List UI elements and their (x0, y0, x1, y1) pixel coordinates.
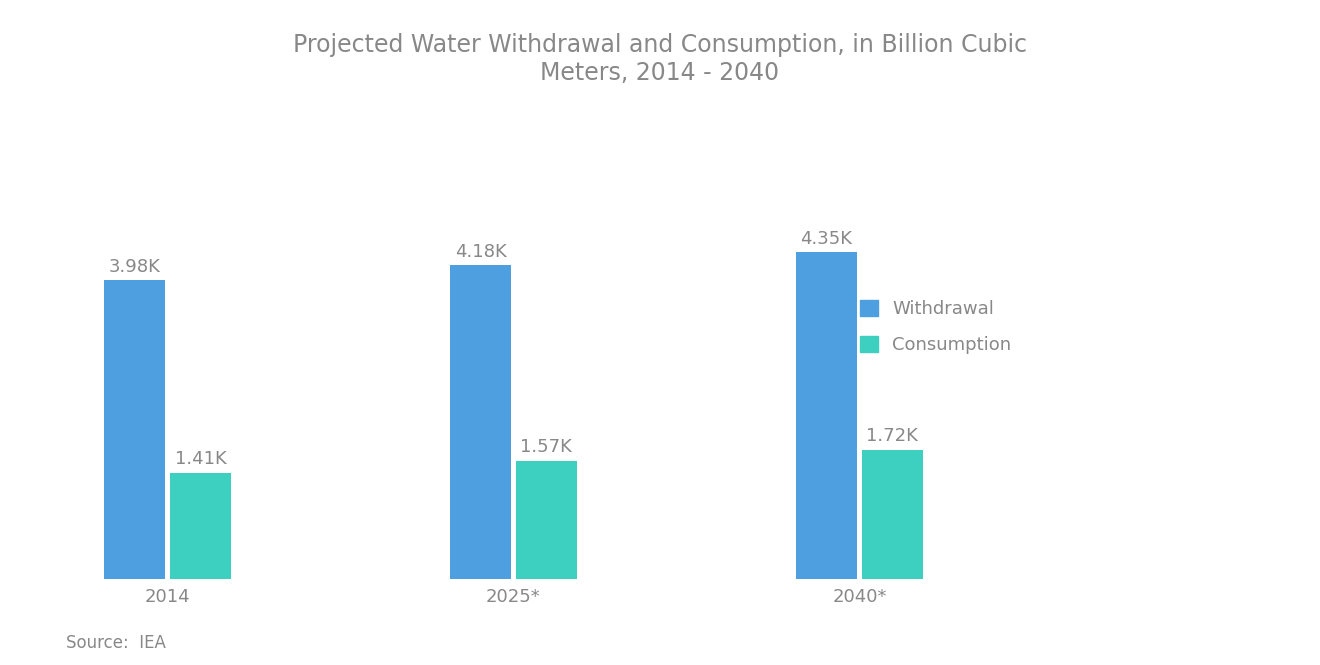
Bar (104, 280, 165, 579)
Bar (516, 461, 577, 579)
Text: 3.98K: 3.98K (108, 258, 161, 276)
Text: 1.72K: 1.72K (866, 427, 919, 445)
Text: 4.18K: 4.18K (454, 243, 507, 261)
Bar (796, 253, 857, 579)
Text: 4.35K: 4.35K (800, 230, 853, 248)
Text: Projected Water Withdrawal and Consumption, in Billion Cubic
Meters, 2014 - 2040: Projected Water Withdrawal and Consumpti… (293, 33, 1027, 85)
Bar (450, 265, 511, 579)
Bar (862, 450, 923, 579)
Legend: Withdrawal, Consumption: Withdrawal, Consumption (851, 291, 1020, 363)
Text: 1.57K: 1.57K (520, 438, 573, 456)
Text: Source:  IEA: Source: IEA (66, 634, 166, 652)
Text: 1.41K: 1.41K (174, 450, 227, 468)
Bar (170, 473, 231, 579)
